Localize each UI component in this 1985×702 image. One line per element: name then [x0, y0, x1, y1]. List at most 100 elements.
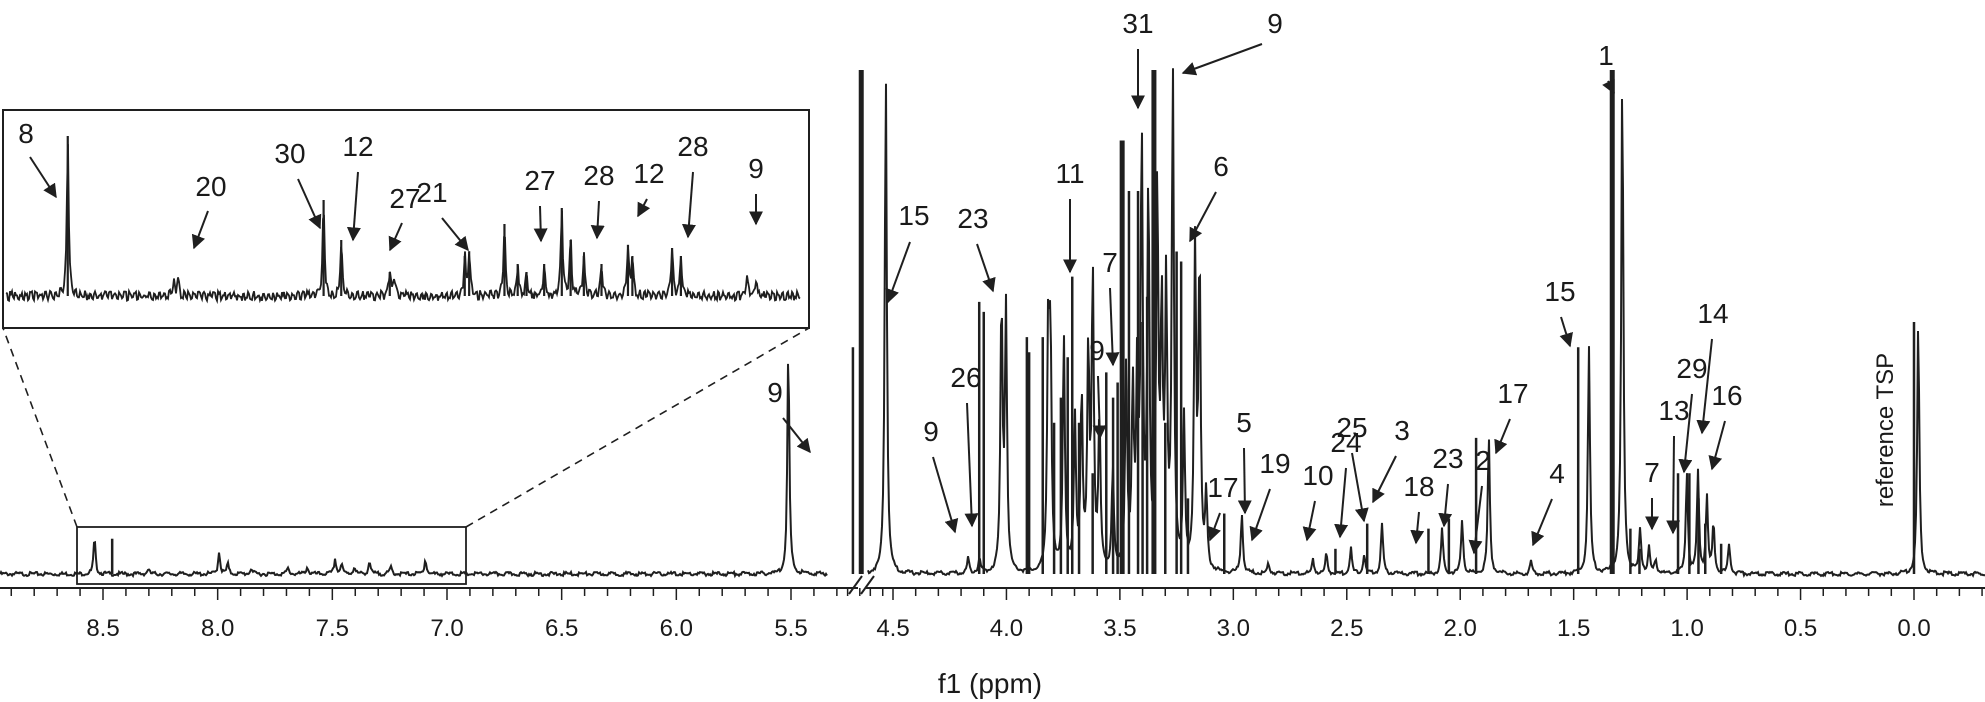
peak-arrow-5 — [388, 222, 403, 252]
peak-label-3: 30 — [274, 138, 305, 169]
peak-label-9: 12 — [633, 158, 664, 189]
peak-arrow-38 — [1666, 435, 1681, 535]
x-tick-label: 0.5 — [1784, 615, 1817, 642]
peak-label-6: 21 — [416, 177, 447, 208]
peak-arrow-39 — [1678, 393, 1693, 474]
peak-arrow-15 — [964, 402, 979, 528]
x-tick-label: 4.5 — [876, 615, 909, 642]
peak-arrow-28 — [1351, 452, 1369, 523]
peak-arrow-31 — [1438, 483, 1453, 528]
peak-arrow-35 — [1559, 316, 1573, 348]
peak-arrow-8 — [590, 200, 605, 240]
peak-label-41: 16 — [1711, 380, 1742, 411]
spectrum-trace-left — [0, 363, 828, 579]
peak-label-30: 18 — [1403, 471, 1434, 502]
peak-arrow-18 — [1105, 287, 1120, 367]
peak-arrow-3 — [297, 178, 322, 230]
peak-label-11: 9 — [748, 153, 764, 184]
peak-label-1: 8 — [18, 118, 34, 149]
peak-label-18: 7 — [1102, 247, 1118, 278]
x-tick-label: 3.0 — [1217, 615, 1250, 642]
zoom-indicator — [2, 327, 810, 585]
peak-label-16: 9 — [923, 416, 939, 447]
peak-label-29: 3 — [1394, 415, 1410, 446]
x-tick-label: 8.0 — [201, 615, 234, 642]
peak-arrow-36 — [1602, 78, 1615, 95]
peak-arrow-22 — [1189, 191, 1217, 243]
peak-arrow-30 — [1410, 511, 1425, 545]
x-tick-label: 7.5 — [316, 615, 349, 642]
peak-label-2: 20 — [195, 171, 226, 202]
x-tick-label: 8.5 — [86, 615, 119, 642]
peak-label-34: 4 — [1549, 458, 1565, 489]
peak-label-7: 27 — [524, 165, 555, 196]
peak-label-17: 11 — [1055, 158, 1084, 189]
peak-arrow-12 — [782, 417, 811, 454]
peak-label-20: 31 — [1122, 8, 1153, 39]
peak-label-10: 28 — [677, 131, 708, 162]
peak-label-26: 10 — [1302, 460, 1333, 491]
peak-label-27: 24 — [1330, 427, 1361, 458]
peak-label-21: 9 — [1267, 8, 1283, 39]
peak-label-35: 15 — [1544, 276, 1575, 307]
peak-arrow-41 — [1708, 420, 1726, 471]
peak-arrow-29 — [1372, 455, 1397, 504]
x-axis: 8.5 8.0 7.5 7.0 6.5 6.0 5.5 4.5 4.0 3.5 3.0 2.5 2.0 1… — [0, 575, 1985, 642]
peak-label-19: 9 — [1089, 335, 1105, 366]
spectrum-trace-group — [0, 68, 1985, 579]
peak-arrow-10 — [681, 171, 696, 239]
axis-break-mark-1 — [848, 575, 863, 595]
x-tick-label: 2.0 — [1444, 615, 1477, 642]
axis-break-mark-2 — [860, 575, 875, 595]
x-tick-label: 5.5 — [774, 615, 807, 642]
peak-label-4: 12 — [342, 131, 373, 162]
x-tick-label: 4.0 — [990, 615, 1023, 642]
peak-arrow-1 — [29, 156, 57, 199]
peak-label-15: 26 — [950, 362, 981, 393]
peak-label-25: 19 — [1259, 448, 1290, 479]
peak-arrow-26 — [1302, 500, 1317, 542]
peak-arrow-19 — [1092, 375, 1107, 440]
peak-arrow-9 — [637, 198, 651, 218]
peak-label-32: 2 — [1475, 445, 1491, 476]
peak-arrow-27 — [1334, 467, 1349, 539]
peak-arrow-24 — [1207, 512, 1221, 542]
peak-arrow-32 — [1468, 485, 1483, 555]
peak-label-37: 7 — [1644, 457, 1660, 488]
x-tick-label: 1.5 — [1557, 615, 1590, 642]
peak-arrow-13 — [885, 241, 911, 304]
peak-arrow-2 — [191, 210, 209, 250]
peak-label-33: 17 — [1497, 378, 1528, 409]
x-tick-label: 1.0 — [1670, 615, 1703, 642]
x-tick-label: 6.0 — [660, 615, 693, 642]
peak-label-31: 23 — [1432, 443, 1463, 474]
peak-label-22: 6 — [1213, 151, 1229, 182]
peak-arrow-33 — [1494, 418, 1511, 455]
x-tick-label: 0.0 — [1897, 615, 1930, 642]
zoom-line-left — [2, 327, 78, 528]
peak-arrow-21 — [1181, 43, 1263, 76]
inset-trace — [5, 144, 801, 305]
peak-arrow-14 — [976, 243, 996, 293]
peak-label-23: 5 — [1236, 407, 1252, 438]
zoom-line-right — [465, 327, 810, 528]
peak-arrow-4 — [346, 171, 361, 242]
x-tick-label: 7.0 — [430, 615, 463, 642]
peak-arrow-6 — [441, 217, 469, 252]
peak-label-5: 27 — [389, 183, 420, 214]
peak-label-38: 13 — [1658, 395, 1689, 426]
inset-panel — [2, 109, 810, 329]
x-tick-label: 3.5 — [1103, 615, 1136, 642]
peak-arrow-25 — [1249, 488, 1271, 542]
peak-arrow-34 — [1531, 498, 1553, 547]
peak-label-14: 23 — [957, 203, 988, 234]
peak-arrow-40 — [1696, 338, 1713, 435]
reference-tsp-label: reference TSP — [1872, 353, 1899, 507]
peak-label-40: 14 — [1697, 298, 1728, 329]
zoom-region-box — [76, 526, 467, 585]
x-tick-label: 2.5 — [1330, 615, 1363, 642]
peak-label-24: 17 — [1207, 472, 1238, 503]
peak-label-28: 25 — [1336, 412, 1367, 443]
peak-label-39: 29 — [1676, 353, 1707, 384]
